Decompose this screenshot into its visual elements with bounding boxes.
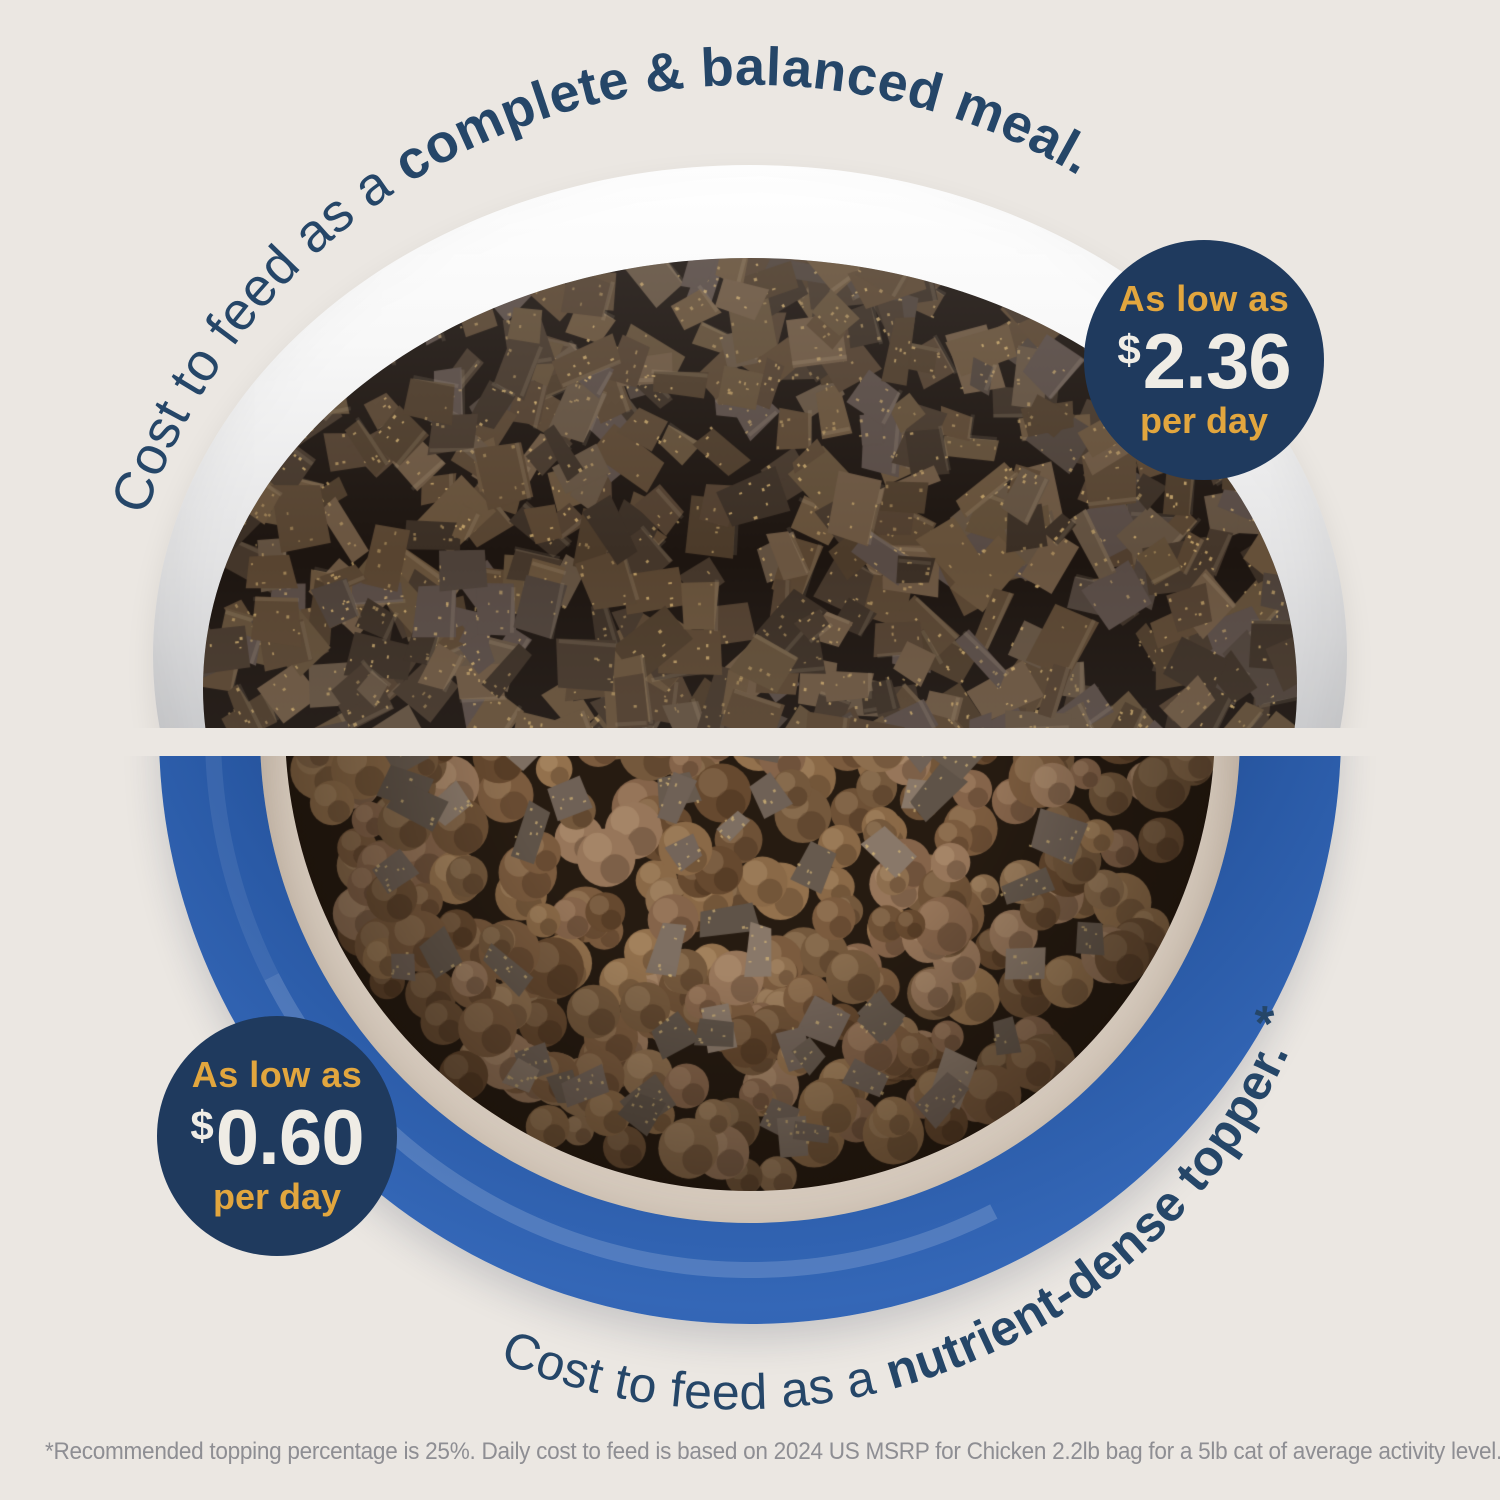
badge-amount: $0.60 [190,1092,365,1181]
badge-intro: As low as [191,1053,363,1095]
badge-unit: per day [212,1176,342,1218]
currency-symbol: $ [1117,325,1141,373]
footnote-disclaimer: *Recommended topping percentage is 25%. … [45,1438,1500,1465]
badge-intro: As low as [1118,277,1290,319]
price-badge-topper: As low as $0.60 per day [157,1016,397,1256]
amount-value: 0.60 [215,1092,365,1181]
amount-value: 2.36 [1142,316,1292,405]
currency-symbol: $ [190,1101,214,1149]
topper-section [0,756,1500,1500]
badge-unit: per day [1139,400,1269,442]
price-badge-complete-meal: As low as $2.36 per day [1084,240,1324,480]
badge-amount: $2.36 [1117,316,1292,405]
